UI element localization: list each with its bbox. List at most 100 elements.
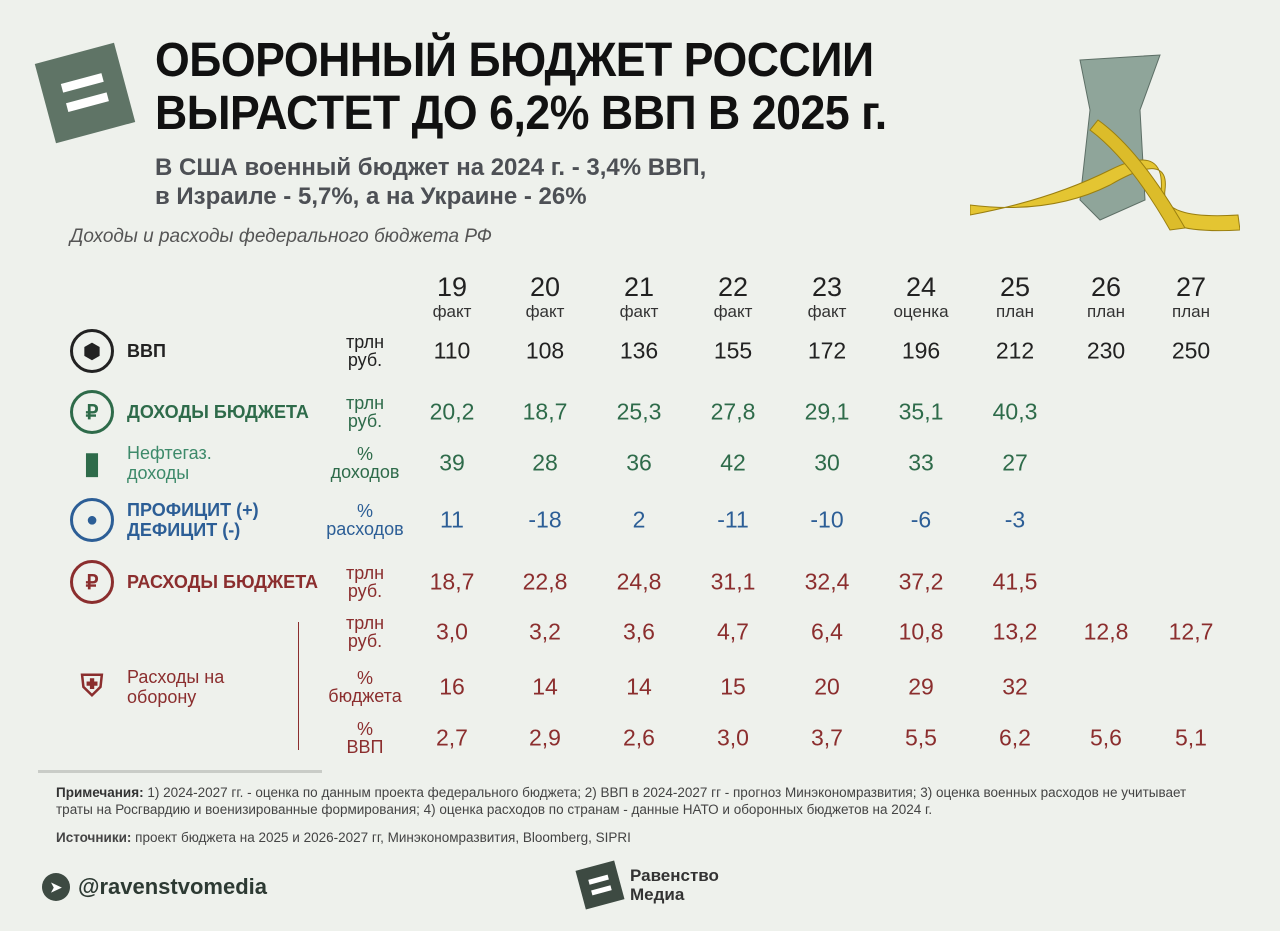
- table-cell: 10,8: [898, 618, 944, 645]
- table-cell: 110: [433, 337, 471, 364]
- notes-text: 1) 2024-2027 гг. - оценка по данным прое…: [56, 785, 1187, 817]
- column-status: факт: [807, 302, 847, 321]
- notes-label: Примечания:: [56, 785, 144, 800]
- shield-swords-icon: ⛨: [80, 670, 104, 703]
- column-year: 19: [436, 272, 468, 302]
- unit-line: трлн: [345, 393, 385, 413]
- table-cell: 250: [1171, 337, 1211, 364]
- table-cell: 6,2: [999, 724, 1031, 751]
- brand-line-2: Медиа: [630, 885, 685, 904]
- table-cell: 18,7: [429, 568, 475, 595]
- row-unit: % расходов: [310, 502, 420, 538]
- column-status: план: [996, 302, 1034, 321]
- table-cell: -3: [1004, 506, 1026, 533]
- table-cell: 196: [901, 337, 941, 364]
- table-cell: 5,1: [1175, 724, 1207, 751]
- table-cell: 3,0: [436, 618, 468, 645]
- table-cell: 31,1: [710, 568, 756, 595]
- table-cell: 15: [720, 673, 746, 700]
- telegram-icon: ➤: [42, 873, 70, 901]
- table-cell: 22,8: [522, 568, 568, 595]
- defense-divider: [298, 622, 299, 750]
- telegram-link[interactable]: ➤ @ravenstvomedia: [42, 873, 267, 901]
- telegram-handle[interactable]: @ravenstvomedia: [78, 874, 267, 899]
- unit-line: трлн: [345, 613, 385, 633]
- column-header: 25 план: [970, 272, 1060, 321]
- oil-barrel-icon: ▮: [83, 446, 101, 480]
- column-status: план: [1087, 302, 1125, 321]
- row-label-line: Нефтегаз.: [127, 443, 212, 463]
- row-label: ДОХОДЫ БЮДЖЕТА: [127, 402, 309, 422]
- piggy-bank-icon: ●: [70, 498, 114, 542]
- unit-line: руб.: [347, 411, 383, 431]
- table-cell: 35,1: [898, 398, 944, 425]
- brand-mark-icon: [575, 860, 625, 910]
- row-unit: % ВВП: [310, 720, 420, 756]
- table-cell: 3,6: [623, 618, 655, 645]
- unit-line: руб.: [347, 581, 383, 601]
- column-header: 20 факт: [500, 272, 590, 321]
- table-cell: 2,6: [623, 724, 655, 751]
- row-label: ПРОФИЦИТ (+) ДЕФИЦИТ (-): [127, 500, 259, 540]
- table-cell: 32: [1002, 673, 1028, 700]
- table-cell: 39: [439, 449, 465, 476]
- row-label: ВВП: [127, 341, 166, 361]
- row-label-line: РАСХОДЫ БЮДЖЕТА: [127, 572, 319, 592]
- table-cell: 29: [908, 673, 934, 700]
- sources-label: Источники:: [56, 830, 132, 845]
- table-cell: 3,2: [529, 618, 561, 645]
- subtitle-line-1: В США военный бюджет на 2024 г. - 3,4% В…: [155, 154, 707, 181]
- row-label: РАСХОДЫ БЮДЖЕТА: [127, 572, 318, 592]
- coin-hand-icon: ₽: [70, 560, 114, 604]
- table-cell: 27,8: [710, 398, 756, 425]
- table-cell: 6,4: [811, 618, 843, 645]
- row-unit: трлн руб.: [310, 614, 420, 650]
- table-cell: 25,3: [616, 398, 662, 425]
- table-cell: 11: [440, 506, 464, 533]
- page-title: ОБОРОННЫЙ БЮДЖЕТ РОССИИ ВЫРАСТЕТ ДО 6,2% …: [155, 34, 887, 140]
- table-cell: 136: [619, 337, 659, 364]
- table-cell: 28: [532, 449, 558, 476]
- row-label-line: Расходы на: [127, 667, 225, 687]
- title-line-2: ВЫРАСТЕТ ДО 6,2% ВВП В 2025 г.: [155, 87, 887, 140]
- column-year: 20: [529, 272, 561, 302]
- row-label: Нефтегаз. доходы: [127, 443, 212, 483]
- unit-line: %: [356, 719, 373, 739]
- table-cell: -18: [528, 506, 562, 533]
- table-cell: 14: [626, 673, 652, 700]
- row-label-line: ДЕФИЦИТ (-): [127, 520, 241, 540]
- unit-line: руб.: [347, 631, 383, 651]
- table-cell: 230: [1086, 337, 1126, 364]
- table-cell: 29,1: [804, 398, 850, 425]
- table-cell: 33: [908, 449, 934, 476]
- table-cell: 2,7: [436, 724, 468, 751]
- table-cell: -11: [717, 506, 749, 533]
- table-cell: 16: [439, 673, 465, 700]
- subtitle: В США военный бюджет на 2024 г. - 3,4% В…: [155, 153, 706, 211]
- table-cell: 27: [1002, 449, 1028, 476]
- table-cell: 20,2: [429, 398, 475, 425]
- row-label: Расходы на оборону: [127, 667, 224, 707]
- table-cell: 36: [626, 449, 652, 476]
- column-year: 27: [1175, 272, 1207, 302]
- row-unit: % доходов: [310, 445, 420, 481]
- table-cell: 2,9: [529, 724, 561, 751]
- table-cell: 12,8: [1083, 618, 1129, 645]
- column-header: 19 факт: [407, 272, 497, 321]
- unit-line: трлн: [345, 332, 385, 352]
- unit-line: ВВП: [346, 737, 384, 757]
- column-year: 21: [623, 272, 655, 302]
- table-cell: 108: [525, 337, 565, 364]
- brand-line-1: Равенство: [630, 866, 719, 885]
- unit-line: доходов: [330, 462, 400, 482]
- table-cell: 40,3: [992, 398, 1038, 425]
- column-status: факт: [713, 302, 753, 321]
- brand-logo: Равенство Медиа: [575, 860, 719, 910]
- hands-box-icon: ⬢: [70, 329, 114, 373]
- sources: Источники: проект бюджета на 2025 и 2026…: [56, 830, 631, 845]
- column-year: 22: [717, 272, 749, 302]
- column-header: 21 факт: [594, 272, 684, 321]
- column-status: факт: [619, 302, 659, 321]
- unit-line: %: [356, 668, 373, 688]
- table-cell: -10: [810, 506, 844, 533]
